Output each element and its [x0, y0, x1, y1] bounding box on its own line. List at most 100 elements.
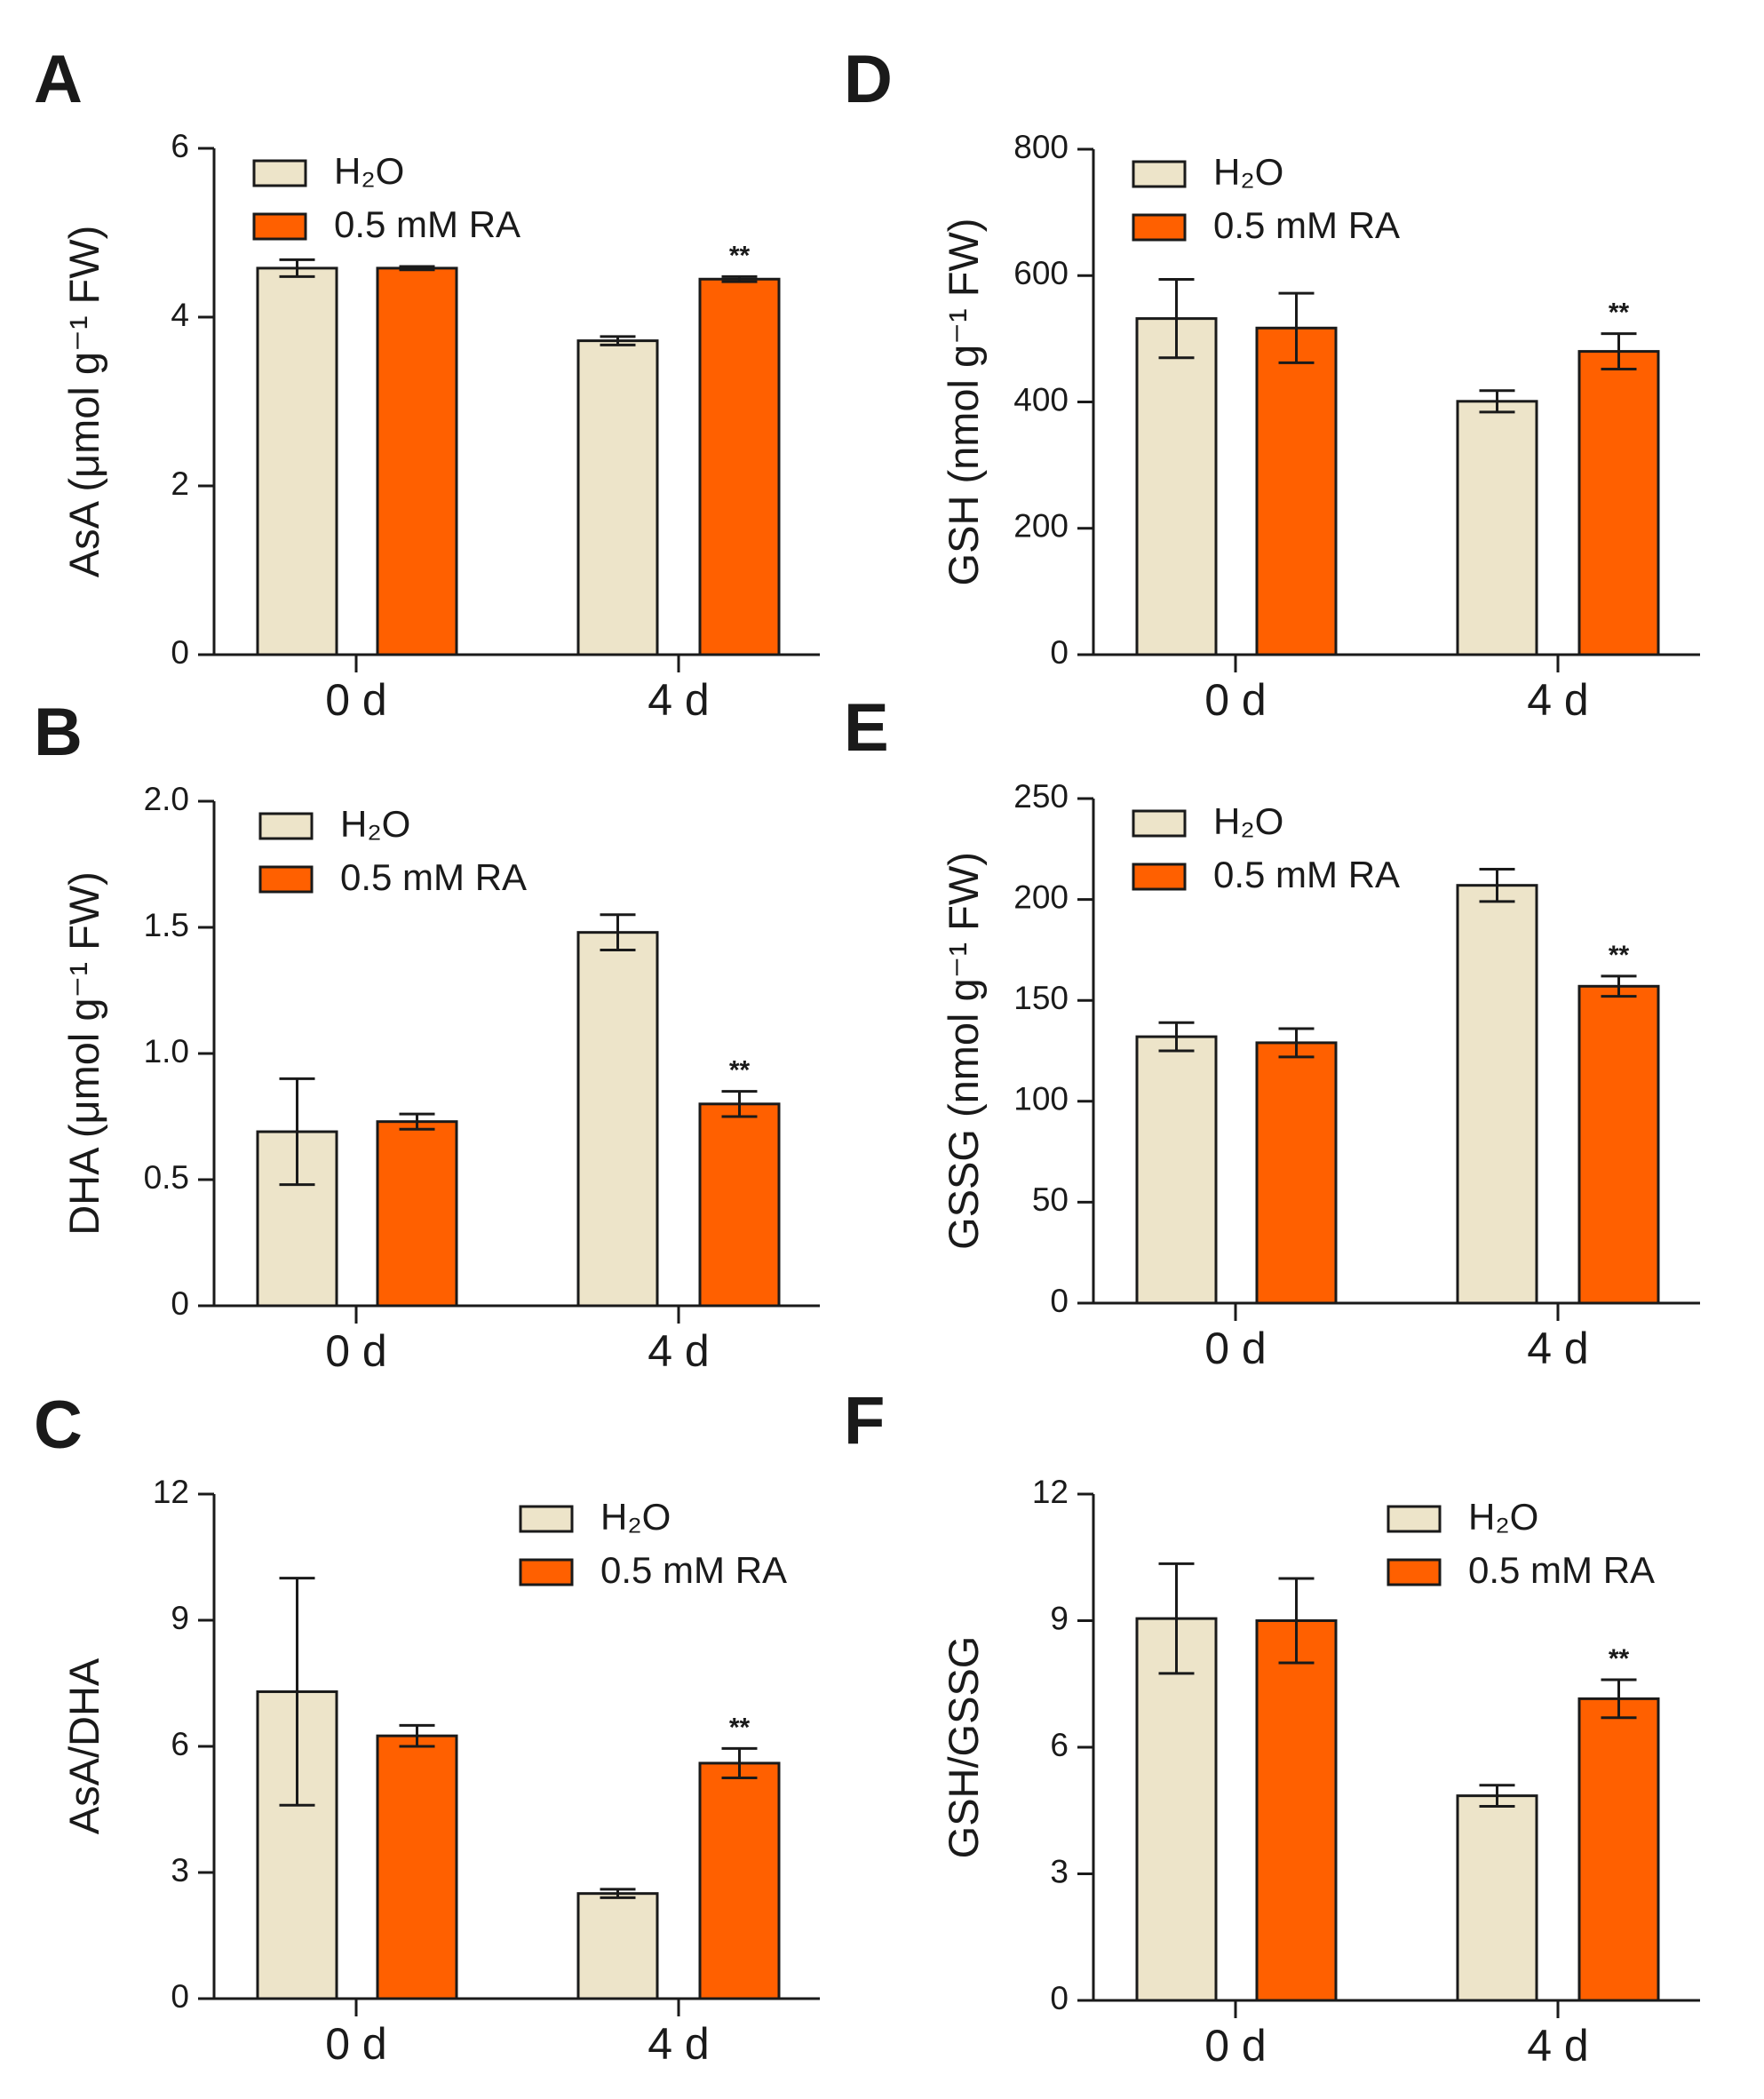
bar-h2o-4d — [1456, 884, 1538, 1305]
panel-letter: F — [844, 1383, 885, 1459]
bar-h2o-0d — [1135, 317, 1218, 656]
bar-h2o-4d — [1456, 400, 1538, 656]
panel-f: F GSH/GSSG ** 0 3 6 9 12 0 d 4 d H₂O 0.5 mM RA — [844, 1383, 1700, 2071]
panel-b: B DHA (μmol g⁻¹ FW) ** 0 0.5 1.0 1.5 2.0 0 d 4 d H… — [34, 695, 820, 1376]
bar-ra-0d — [1255, 1619, 1338, 2002]
legend-label: H₂O — [1468, 1496, 1538, 1538]
legend-swatch-h2o — [519, 1505, 574, 1533]
significance-mark: ** — [1609, 941, 1630, 970]
legend-swatch-h2o — [258, 812, 314, 840]
y-tick-label: 0 — [171, 634, 189, 671]
bar-h2o-0d — [256, 266, 338, 656]
y-axis-label: AsA/DHA — [60, 1658, 107, 1834]
y-tick-label: 150 — [1013, 980, 1069, 1016]
bar-h2o-4d — [576, 339, 659, 656]
y-tick-label: 1.5 — [144, 907, 189, 943]
legend-label: 0.5 mM RA — [600, 1549, 787, 1591]
legend-label: 0.5 mM RA — [1213, 854, 1400, 895]
x-tick-label: 0 d — [325, 675, 387, 725]
y-tick-label: 1.0 — [144, 1033, 189, 1069]
panel-d: D GSH (nmol g⁻¹ FW) ** 0 200 400 600 800 0 d 4 d H… — [844, 42, 1700, 725]
y-axis-label: AsA (μmol g⁻¹ FW) — [60, 226, 107, 578]
panel-letter: D — [844, 42, 893, 117]
significance-mark: ** — [1609, 298, 1630, 328]
y-tick-label: 2 — [171, 465, 189, 502]
bar-ra-4d — [698, 1761, 781, 2000]
bar-ra-4d — [1577, 984, 1660, 1305]
y-tick-label: 0 — [1050, 634, 1069, 671]
y-tick-label: 4 — [171, 297, 189, 333]
panel-letter: E — [844, 690, 889, 766]
x-tick-label: 4 d — [1527, 2021, 1589, 2071]
legend-swatch-ra — [252, 212, 307, 241]
legend-label: 0.5 mM RA — [334, 203, 520, 245]
bar-h2o-4d — [576, 931, 659, 1308]
legend-label: H₂O — [600, 1496, 671, 1538]
bar-h2o-0d — [1135, 1617, 1218, 2002]
y-tick-label: 9 — [1050, 1600, 1069, 1636]
bar-ra-0d — [1255, 1041, 1338, 1305]
y-tick-label: 0 — [1050, 1980, 1069, 2016]
panel-letter: B — [34, 695, 83, 770]
legend-swatch-ra — [1387, 1558, 1442, 1586]
y-axis-label: GSH (nmol g⁻¹ FW) — [940, 219, 987, 586]
legend-label: H₂O — [340, 803, 410, 845]
bar-ra-4d — [698, 1102, 781, 1308]
panel-letter: C — [34, 1387, 83, 1463]
legend-swatch-h2o — [252, 159, 307, 187]
legend-swatch-ra — [258, 865, 314, 894]
y-tick-label: 3 — [171, 1852, 189, 1888]
y-tick-label: 50 — [1032, 1181, 1069, 1218]
bar-h2o-0d — [1135, 1035, 1218, 1305]
y-tick-label: 250 — [1013, 778, 1069, 815]
x-tick-label: 0 d — [325, 1326, 387, 1376]
y-tick-label: 12 — [1032, 1474, 1069, 1510]
y-tick-label: 200 — [1013, 508, 1069, 545]
legend-swatch-h2o — [1132, 160, 1187, 188]
panel-c: C AsA/DHA ** 0 3 6 9 12 0 d 4 d H₂O 0.5 mM RA — [34, 1387, 820, 2069]
y-tick-label: 0.5 — [144, 1159, 189, 1196]
y-axis-label: DHA (μmol g⁻¹ FW) — [60, 871, 107, 1236]
y-tick-label: 600 — [1013, 255, 1069, 291]
x-tick-label: 0 d — [1204, 2021, 1267, 2071]
x-tick-label: 0 d — [325, 2019, 387, 2069]
significance-mark: ** — [1609, 1644, 1630, 1674]
y-axis-label: GSSG (nmol g⁻¹ FW) — [940, 852, 987, 1250]
y-tick-label: 6 — [1050, 1727, 1069, 1763]
bar-h2o-4d — [576, 1892, 659, 2000]
legend-swatch-ra — [1132, 863, 1187, 891]
x-tick-label: 0 d — [1204, 675, 1267, 725]
x-tick-label: 4 d — [1527, 675, 1589, 725]
legend-label: H₂O — [1213, 800, 1283, 842]
legend-swatch-ra — [519, 1558, 574, 1586]
legend-label: 0.5 mM RA — [340, 856, 527, 898]
y-tick-label: 400 — [1013, 381, 1069, 417]
panel-a: A AsA (μmol g⁻¹ FW) ** 0 2 4 6 0 d 4 d H₂O 0.5 mM … — [34, 42, 820, 725]
x-tick-label: 4 d — [648, 2019, 710, 2069]
y-tick-label: 0 — [171, 1978, 189, 2015]
significance-mark: ** — [729, 1713, 751, 1742]
x-tick-label: 4 d — [648, 1326, 710, 1376]
y-tick-label: 6 — [171, 1726, 189, 1762]
y-tick-label: 0 — [171, 1285, 189, 1322]
bar-h2o-4d — [1456, 1794, 1538, 2002]
y-axis-label: GSH/GSSG — [940, 1636, 987, 1859]
x-tick-label: 4 d — [1527, 1324, 1589, 1373]
legend-label: H₂O — [334, 150, 404, 192]
bar-ra-4d — [698, 277, 781, 656]
significance-mark: ** — [729, 241, 751, 270]
bar-ra-0d — [376, 266, 458, 656]
y-tick-label: 0 — [1050, 1283, 1069, 1319]
panel-e: E GSSG (nmol g⁻¹ FW) ** 0 50 100 150 200 250 0 d 4… — [844, 690, 1700, 1373]
y-tick-label: 12 — [153, 1474, 189, 1510]
x-tick-label: 4 d — [648, 675, 710, 725]
legend-label: 0.5 mM RA — [1468, 1549, 1655, 1591]
bar-ra-0d — [376, 1734, 458, 2000]
y-tick-label: 100 — [1013, 1081, 1069, 1117]
bar-ra-4d — [1577, 1697, 1660, 2002]
legend-label: H₂O — [1213, 151, 1283, 193]
bar-ra-0d — [376, 1120, 458, 1308]
x-tick-label: 0 d — [1204, 1324, 1267, 1373]
legend-swatch-ra — [1132, 213, 1187, 242]
